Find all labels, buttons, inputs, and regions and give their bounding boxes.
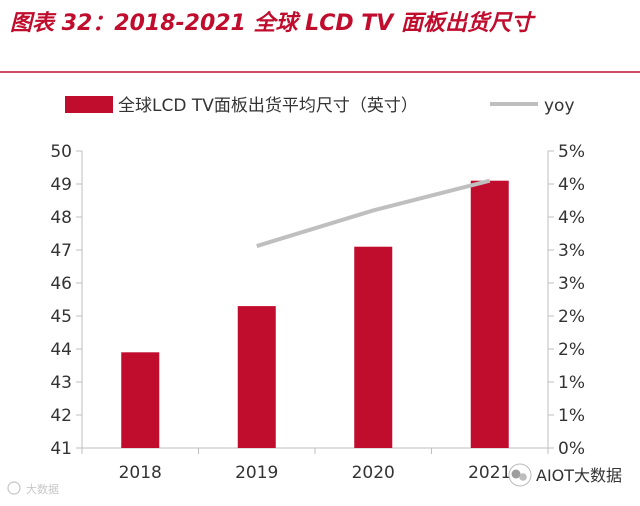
right-tick-label: 4% [558, 208, 585, 228]
watermark-right: AIOT大数据 [509, 464, 622, 486]
left-tick-label: 46 [50, 274, 72, 294]
x-tick-label: 2021 [468, 463, 511, 483]
x-tick-label: 2018 [119, 463, 162, 483]
bar [238, 306, 276, 448]
bar [354, 247, 392, 448]
x-tick-label: 2020 [352, 463, 395, 483]
right-axis: 0% 1% 1% 2% 2% 3% 3% 4% 4% 5% [548, 142, 585, 459]
watermark-logo-icon [8, 482, 20, 494]
right-tick-label: 3% [558, 241, 585, 261]
legend-line-label: yoy [544, 96, 575, 116]
bar [471, 181, 509, 448]
x-tick-label: 2019 [235, 463, 278, 483]
right-tick-label: 1% [558, 406, 585, 426]
right-tick-label: 1% [558, 373, 585, 393]
right-tick-label: 2% [558, 307, 585, 327]
bar-series [121, 181, 509, 448]
right-tick-label: 2% [558, 340, 585, 360]
watermark-left-text: 大数据 [26, 482, 59, 496]
right-tick-label: 4% [558, 175, 585, 195]
right-tick-label: 0% [558, 439, 585, 459]
legend-bar-swatch [65, 96, 113, 113]
left-axis: 41 42 43 44 45 46 47 48 49 50 [50, 142, 82, 459]
wechat-icon-bubble-2 [519, 473, 527, 481]
x-axis: 2018 2019 2020 2021 [82, 448, 548, 483]
right-tick-label: 3% [558, 274, 585, 294]
left-tick-label: 42 [50, 406, 72, 426]
left-tick-label: 47 [50, 241, 72, 261]
right-tick-label: 5% [558, 142, 585, 162]
left-tick-label: 50 [50, 142, 72, 162]
chart-title: 图表 32：2018-2021 全球 LCD TV 面板出货尺寸 [10, 10, 536, 36]
watermark-right-text: AIOT大数据 [536, 466, 622, 485]
left-tick-label: 49 [50, 175, 72, 195]
wechat-icon-bubble [512, 470, 521, 479]
left-tick-label: 44 [50, 340, 72, 360]
watermark-left: 大数据 [8, 482, 59, 496]
bar [121, 352, 159, 448]
yoy-line [257, 181, 490, 246]
left-tick-label: 45 [50, 307, 72, 327]
legend: 全球LCD TV面板出货平均尺寸（英寸） yoy [65, 96, 575, 116]
line-series [257, 181, 490, 247]
legend-bar-label: 全球LCD TV面板出货平均尺寸（英寸） [118, 96, 418, 116]
left-tick-label: 43 [50, 373, 72, 393]
left-tick-label: 41 [50, 439, 72, 459]
left-tick-label: 48 [50, 208, 72, 228]
